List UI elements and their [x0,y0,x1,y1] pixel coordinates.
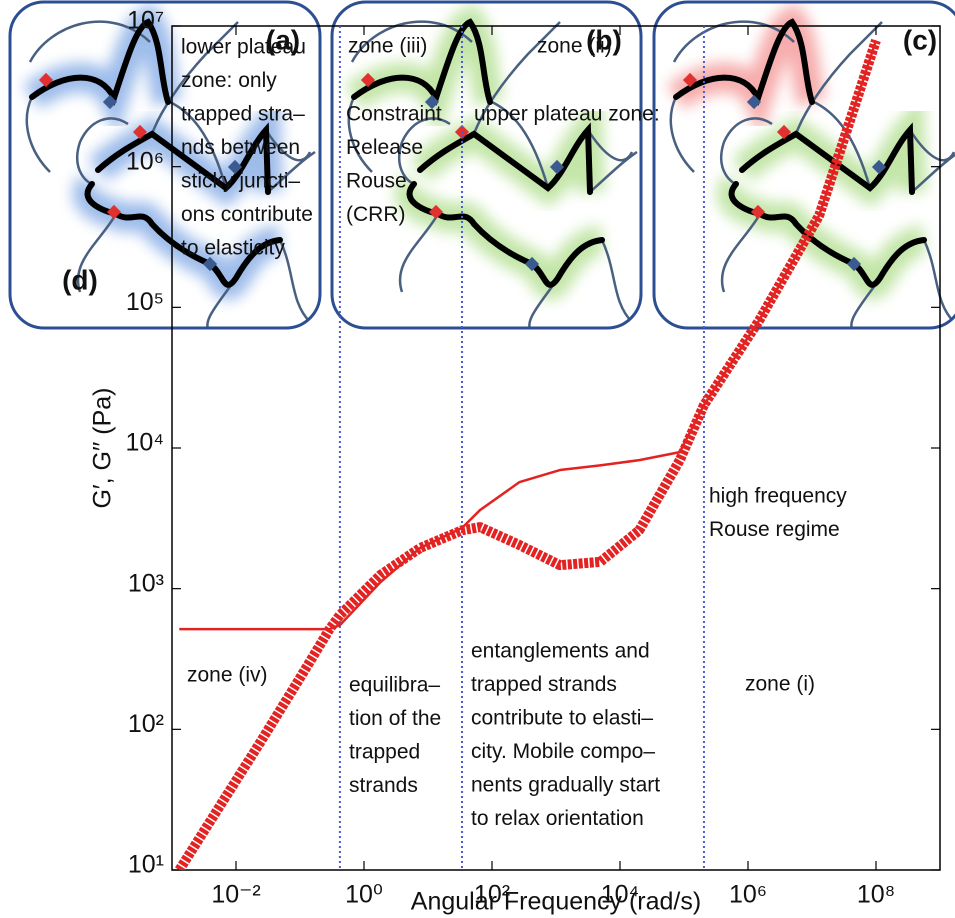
annotation: Release [346,136,423,159]
annotation: equilibra– [349,674,440,697]
annotation: contribute to elasti– [471,707,653,730]
y-tick-label: 10⁶ [126,147,164,175]
annotation: high frequency [709,485,847,508]
annotation: Rouse [346,170,407,193]
thin-strand [671,97,694,172]
x-tick-label: 10⁶ [729,881,767,909]
annotation: ons contribute [181,203,313,226]
annotation: upper plateau zone: [474,103,660,126]
annotation: zone (iii) [348,35,427,58]
thin-strand [27,97,50,172]
annotation: entanglements and [471,640,650,663]
strand-glow [88,184,280,285]
y-tick-label: 10⁵ [126,288,164,316]
annotation: Constraint [346,103,442,126]
annotation: zone (ii) [537,35,612,58]
annotation: zone (iv) [187,664,268,687]
annotation: zone: only [181,69,277,92]
annotation: trapped strands [471,673,617,696]
x-tick-label: 10² [474,881,510,909]
y-tick-label: 10³ [128,569,164,597]
schematic-panels [27,22,955,332]
panel-label: (c) [903,24,937,55]
annotation: Rouse regime [709,518,840,541]
annotation: city. Mobile compo– [471,740,655,763]
thin-strand [602,240,632,322]
annotation: (CRR) [346,203,405,226]
annotation: tion of the [349,707,441,730]
strand-glow [676,22,812,102]
x-axis-label: Angular Frequency (rad/s) [411,888,701,916]
y-tick-label: 10⁷ [127,7,164,35]
annotation: zone (i) [745,673,815,696]
annotation: to relax orientation [471,807,644,830]
panel-label: (d) [62,264,98,295]
figure: (a) (b) (c) (d) Angular Frequency (rad/s… [0,0,955,918]
x-tick-label: 10⁴ [601,881,640,909]
y-tick-label: 10⁴ [125,429,164,457]
y-axis-label: G′, G′′ (Pa) [89,387,117,508]
x-tick-label: 10⁰ [345,881,383,909]
annotation: to elasticity [181,237,285,260]
thin-strand [924,240,954,322]
schematic [671,22,955,332]
x-tick-label: 10⁸ [857,881,895,909]
annotation: nents gradually start [471,774,660,797]
annotation: lower plateau [181,36,306,59]
annotation: trapped [349,741,420,764]
annotation: strands [349,774,418,797]
annotation: sticky juncti– [181,170,300,193]
strand-glow [410,184,602,285]
y-tick-label: 10¹ [128,851,164,879]
schematic-strands [671,22,955,332]
annotation: trapped stra– [181,103,305,126]
y-tick-label: 10² [128,710,164,738]
annotation: nds between [181,136,300,159]
x-tick-label: 10⁻² [211,881,260,909]
